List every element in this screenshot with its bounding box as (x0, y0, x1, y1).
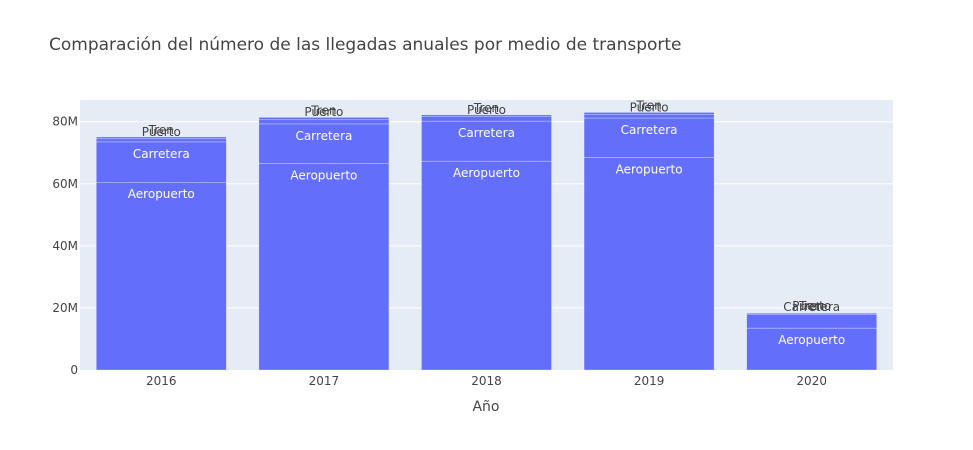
bar-segment (746, 313, 877, 329)
bar-label: Tren (148, 123, 174, 137)
bar-label: Carretera (621, 123, 678, 137)
bar-label: Tren (798, 299, 824, 313)
bar-segment (258, 123, 390, 164)
bar-segment (421, 120, 552, 162)
bar-segment (258, 117, 390, 120)
bar-label: Puerto (630, 100, 669, 114)
bar-segment (96, 181, 227, 371)
y-tick-label: 0 (70, 363, 78, 377)
bar-segment (583, 117, 715, 158)
bar-label: Tren (310, 103, 336, 117)
bar-segment (583, 157, 715, 371)
bar-segment (96, 136, 227, 140)
y-tick-label: 80M (52, 115, 78, 129)
bar-label: Aeropuerto (128, 187, 195, 201)
bar-segment (583, 112, 715, 115)
bar-label: Puerto (304, 105, 343, 119)
bar-label: Aeropuerto (290, 169, 357, 183)
bar-label: Tren (635, 98, 661, 112)
bar-label: Carretera (783, 300, 840, 314)
bar-label: Puerto (142, 125, 181, 139)
chart-title: Comparación del número de las llegadas a… (49, 35, 682, 55)
y-tick-label: 40M (52, 239, 78, 253)
x-tick-label: 2016 (146, 374, 177, 388)
x-axis: 2016 2017 2018 2019 2020 (146, 374, 827, 388)
bar-segment (421, 160, 552, 371)
bar-segment (96, 141, 227, 183)
bar-label: Tren (473, 101, 499, 115)
bar-segment (258, 163, 390, 371)
bar-label: Carretera (133, 147, 190, 161)
x-tick-label: 2019 (634, 374, 665, 388)
x-axis-label: Año (472, 399, 499, 415)
bar-label: Carretera (458, 126, 515, 140)
bars (96, 112, 877, 371)
bar-segment (421, 114, 552, 118)
bar-segment (96, 138, 227, 143)
bar-segment (421, 116, 552, 122)
bar-label: Puerto (467, 103, 506, 117)
y-tick-label: 60M (52, 177, 78, 191)
bar-labels: AeropuertoCarreteraPuertoTrenAeropuertoC… (128, 98, 845, 347)
bar-label: Aeropuerto (453, 166, 520, 180)
y-tick-label: 20M (52, 301, 78, 315)
bar-segment (258, 118, 390, 125)
bar-label: Aeropuerto (616, 162, 683, 176)
bar-label: Carretera (295, 129, 352, 143)
bar-segment (583, 114, 715, 119)
x-tick-label: 2017 (309, 374, 340, 388)
bar-segment (746, 327, 877, 371)
x-tick-label: 2020 (796, 374, 827, 388)
bar-label: Puerto (792, 299, 831, 313)
y-axis: 0 20M 40M 60M 80M (52, 115, 78, 377)
bar-label: Aeropuerto (778, 333, 845, 347)
x-tick-label: 2018 (471, 374, 502, 388)
